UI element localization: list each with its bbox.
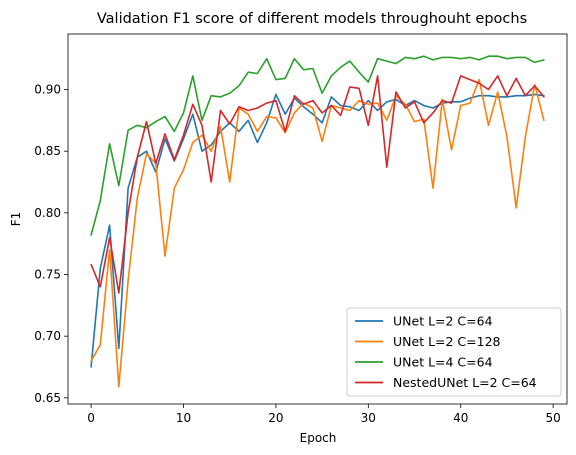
y-tick-label: 0.65 [34, 391, 61, 405]
series-lines [90, 55, 545, 388]
x-axis: 0 10 20 30 40 50 [87, 404, 561, 425]
y-tick-label: 0.75 [34, 268, 61, 282]
chart-title: Validation F1 score of different models … [97, 11, 527, 27]
legend-label-nestedunet-l-2-c-64: NestedUNet L=2 C=64 [393, 375, 537, 390]
y-axis-label: F1 [9, 212, 23, 227]
x-tick-label: 40 [453, 411, 468, 425]
series-line-nestedunet-l-2-c-64 [90, 75, 545, 294]
y-tick-label: 0.85 [34, 144, 61, 158]
plot-area [67, 33, 568, 405]
x-axis-label: Epoch [300, 431, 337, 445]
x-tick-label: 30 [361, 411, 376, 425]
legend-box [346, 307, 562, 397]
y-tick-label: 0.70 [34, 329, 61, 343]
legend: UNet L=2 C=64 UNet L=2 C=128 UNet L=4 C=64… [346, 307, 562, 397]
plot-frame [67, 33, 568, 405]
series-line-unet-l-4-c-64 [90, 55, 545, 236]
x-tick-label: 0 [87, 411, 95, 425]
legend-label-unet-l-2-c-64: UNet L=2 C=64 [393, 314, 493, 329]
y-tick-label: 0.80 [34, 206, 61, 220]
series-line-unet-l-2-c-128 [90, 78, 545, 388]
legend-label-unet-l-2-c-128: UNet L=2 C=128 [393, 334, 501, 349]
x-tick-label: 20 [268, 411, 283, 425]
x-tick-label: 10 [176, 411, 191, 425]
y-axis: 0.65 0.70 0.75 0.80 0.85 0.90 [34, 83, 68, 405]
series-line-unet-l-2-c-64 [90, 93, 545, 368]
x-tick-label: 50 [545, 411, 560, 425]
legend-label-unet-l-4-c-64: UNet L=4 C=64 [393, 355, 493, 370]
y-tick-label: 0.90 [34, 83, 61, 97]
